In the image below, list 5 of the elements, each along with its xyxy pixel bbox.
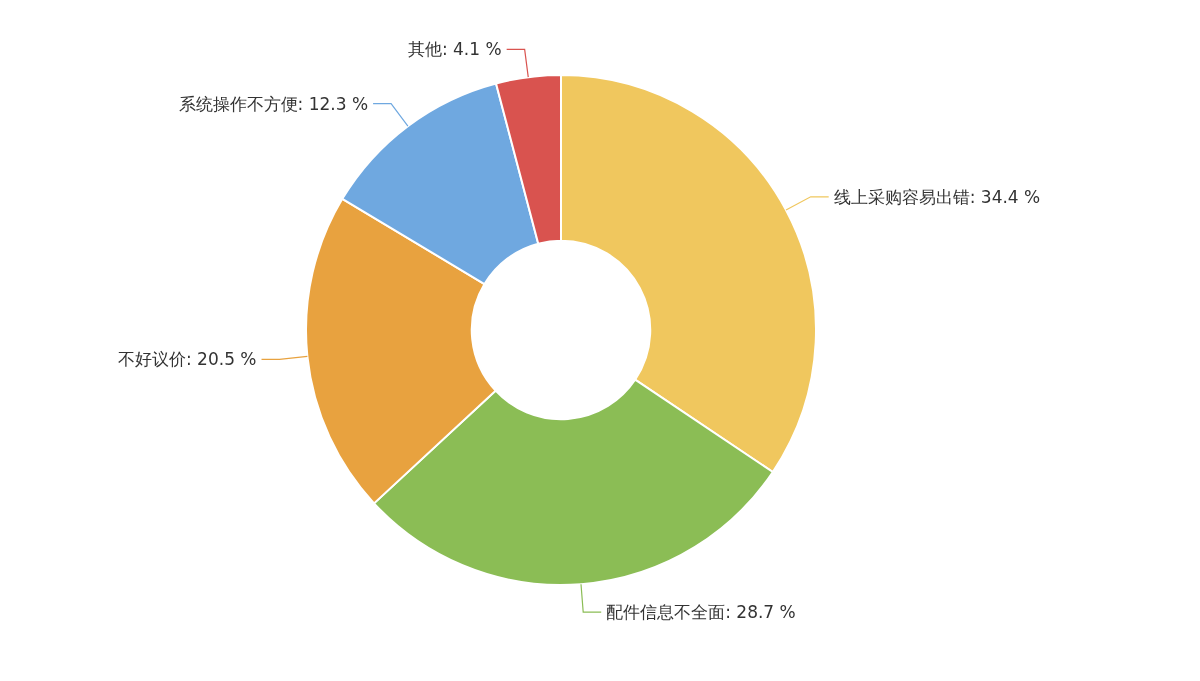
slice-label: 不好议价: 20.5 % bbox=[117, 349, 257, 370]
slice-label: 系统操作不方便: 12.3 % bbox=[178, 93, 369, 114]
slice-label: 配件信息不全面: 28.7 % bbox=[606, 602, 796, 623]
slice-label: 其他: 4.1 % bbox=[407, 39, 502, 60]
slice-label: 线上采购容易出错: 34.4 % bbox=[833, 186, 1041, 207]
